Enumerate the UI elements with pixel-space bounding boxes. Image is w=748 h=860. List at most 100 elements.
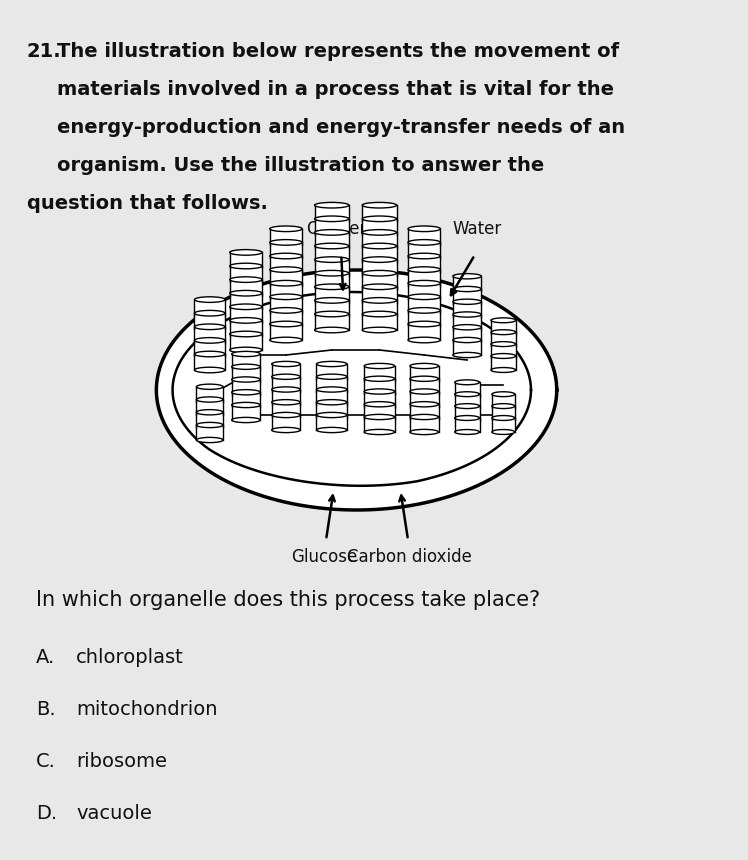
Polygon shape [270, 310, 302, 327]
Polygon shape [315, 273, 349, 289]
Polygon shape [362, 286, 396, 303]
Ellipse shape [408, 253, 441, 259]
Ellipse shape [230, 331, 262, 337]
Ellipse shape [272, 400, 300, 405]
Ellipse shape [408, 308, 441, 313]
Text: organism. Use the illustration to answer the: organism. Use the illustration to answer… [57, 156, 545, 175]
Polygon shape [364, 378, 395, 394]
Ellipse shape [272, 427, 300, 433]
Ellipse shape [315, 284, 349, 290]
Text: B.: B. [36, 700, 56, 719]
Polygon shape [453, 340, 482, 355]
Polygon shape [230, 321, 262, 336]
Ellipse shape [232, 390, 260, 395]
Polygon shape [408, 269, 441, 286]
Polygon shape [270, 324, 302, 340]
Polygon shape [316, 390, 347, 404]
Polygon shape [270, 283, 302, 299]
Polygon shape [270, 243, 302, 258]
Text: energy-production and energy-transfer needs of an: energy-production and energy-transfer ne… [57, 118, 625, 137]
Polygon shape [315, 246, 349, 262]
Ellipse shape [455, 403, 479, 408]
Polygon shape [491, 332, 515, 347]
Polygon shape [230, 334, 262, 350]
Ellipse shape [194, 351, 225, 357]
Polygon shape [362, 218, 396, 235]
Polygon shape [230, 280, 262, 296]
Ellipse shape [316, 361, 347, 366]
Polygon shape [232, 379, 260, 395]
Ellipse shape [453, 337, 482, 342]
Polygon shape [362, 206, 396, 221]
Ellipse shape [362, 270, 396, 276]
Polygon shape [173, 292, 531, 486]
Ellipse shape [491, 329, 515, 335]
Polygon shape [272, 415, 300, 430]
Ellipse shape [453, 324, 482, 330]
Ellipse shape [194, 297, 225, 303]
Polygon shape [270, 269, 302, 286]
Ellipse shape [194, 367, 225, 372]
Ellipse shape [194, 310, 225, 316]
Polygon shape [194, 354, 225, 370]
Polygon shape [194, 313, 225, 329]
Ellipse shape [232, 364, 260, 370]
Polygon shape [410, 404, 438, 420]
Ellipse shape [270, 337, 302, 343]
Ellipse shape [362, 230, 396, 235]
Ellipse shape [492, 403, 515, 408]
Ellipse shape [315, 257, 349, 262]
Ellipse shape [270, 240, 302, 245]
Ellipse shape [362, 311, 396, 316]
Polygon shape [408, 297, 441, 313]
Polygon shape [316, 377, 347, 392]
Ellipse shape [362, 327, 396, 333]
Polygon shape [491, 320, 515, 335]
Ellipse shape [453, 312, 482, 317]
Ellipse shape [364, 415, 395, 420]
Polygon shape [232, 405, 260, 420]
Polygon shape [315, 300, 349, 316]
Polygon shape [408, 283, 441, 299]
Polygon shape [362, 246, 396, 262]
Polygon shape [315, 218, 349, 235]
Text: D.: D. [36, 804, 58, 823]
Ellipse shape [316, 413, 347, 418]
Text: vacuole: vacuole [76, 804, 152, 823]
Polygon shape [364, 404, 395, 420]
Polygon shape [453, 276, 482, 292]
Ellipse shape [362, 284, 396, 290]
Polygon shape [362, 314, 396, 330]
Ellipse shape [230, 263, 262, 269]
Ellipse shape [315, 243, 349, 249]
Ellipse shape [232, 377, 260, 382]
Ellipse shape [453, 299, 482, 304]
Ellipse shape [272, 361, 300, 366]
Polygon shape [156, 270, 557, 510]
Ellipse shape [230, 304, 262, 310]
Ellipse shape [194, 338, 225, 343]
Ellipse shape [453, 353, 482, 358]
Polygon shape [232, 366, 260, 382]
Polygon shape [315, 232, 349, 249]
Text: Oxygen: Oxygen [307, 220, 370, 238]
Ellipse shape [315, 298, 349, 304]
Ellipse shape [230, 249, 262, 255]
Ellipse shape [197, 396, 223, 402]
Ellipse shape [362, 243, 396, 249]
Ellipse shape [410, 402, 438, 407]
Polygon shape [230, 307, 262, 322]
Ellipse shape [232, 402, 260, 408]
Ellipse shape [272, 374, 300, 379]
Ellipse shape [362, 298, 396, 304]
Polygon shape [194, 327, 225, 343]
Ellipse shape [230, 347, 262, 353]
Text: question that follows.: question that follows. [27, 194, 268, 213]
Polygon shape [230, 293, 262, 310]
Polygon shape [455, 394, 479, 408]
Polygon shape [492, 394, 515, 408]
Ellipse shape [362, 216, 396, 222]
Ellipse shape [408, 337, 441, 343]
Ellipse shape [316, 374, 347, 379]
Ellipse shape [230, 277, 262, 282]
